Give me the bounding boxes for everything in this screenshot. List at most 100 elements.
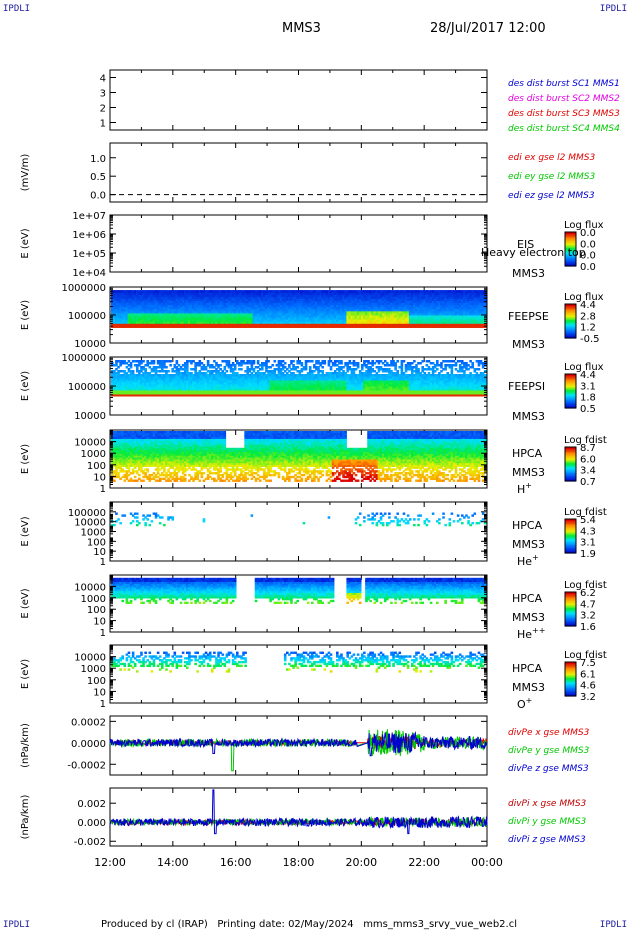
spectrogram-cell-feepse bbox=[296, 312, 299, 316]
spectrogram-cell-feepsi bbox=[171, 392, 174, 395]
spectrogram-cell-feepse bbox=[390, 321, 393, 324]
spectrogram-cell-feepse bbox=[427, 296, 431, 299]
spectrogram-cell-feepse bbox=[323, 308, 327, 312]
spectrogram-cell-feepsi bbox=[238, 376, 241, 379]
spectrogram-cell-feepse bbox=[361, 296, 364, 299]
spectrogram-cell-feepse bbox=[452, 294, 456, 297]
spectrogram-cell-feepsi bbox=[269, 376, 272, 379]
spectrogram-cell-feepsi bbox=[123, 388, 127, 391]
spectrogram-cell-feepse bbox=[196, 325, 199, 328]
spectrogram-cell-feepse bbox=[215, 300, 218, 304]
spectrogram-cell-feepsi bbox=[215, 386, 218, 389]
spectrogram-cell-feepse bbox=[448, 306, 452, 310]
spectrogram-cell-feepse bbox=[154, 312, 158, 316]
spectrogram-cell-feepsi bbox=[190, 376, 193, 379]
spectrogram-cell-feepse bbox=[298, 310, 302, 314]
spectrogram-cell-feepse bbox=[427, 325, 431, 328]
spectrogram-cell-feepse bbox=[296, 292, 299, 295]
spectrogram-cell-feepsi bbox=[154, 366, 158, 369]
spectrogram-cell-feepse bbox=[386, 308, 389, 312]
spectrogram-cell-feepse bbox=[456, 298, 460, 301]
spectrogram-cell-feepse bbox=[171, 298, 174, 301]
spectrogram-cell-feepse bbox=[258, 300, 262, 304]
spectrogram-cell-feepse bbox=[240, 323, 243, 326]
spectrogram-cell-feepse bbox=[477, 300, 481, 304]
spectrogram-cell-feepse bbox=[194, 300, 197, 304]
spectrogram-cell-feepse bbox=[469, 302, 472, 306]
spectrogram-cell-feepse bbox=[181, 325, 185, 328]
spectrogram-cell-feepsi bbox=[238, 388, 241, 391]
spectrogram-cell-feepsi bbox=[258, 380, 262, 383]
spectrogram-cell-feepsi bbox=[181, 388, 185, 391]
spectrogram-cell-feepse bbox=[231, 315, 235, 318]
spectrogram-cell-feepsi bbox=[256, 394, 260, 397]
spectrogram-cell-feepse bbox=[319, 323, 322, 326]
spectrogram-cell-feepse bbox=[123, 300, 127, 304]
spectrogram-cell-feepse bbox=[286, 321, 289, 324]
spectrogram-cell-feepse bbox=[225, 308, 229, 312]
spectrogram-cell-feepsi bbox=[204, 368, 208, 371]
spectrogram-cell-feepsi bbox=[175, 372, 179, 375]
spectrogram-cell-feepsi bbox=[252, 370, 256, 373]
spectrogram-cell-feepse bbox=[306, 300, 310, 304]
spectrogram-cell-feepsi bbox=[296, 380, 299, 383]
spectrogram-cell-feepse bbox=[425, 304, 429, 308]
spectrogram-cell-feepse bbox=[348, 306, 352, 310]
spectrogram-cell-feepsi bbox=[179, 376, 183, 379]
spectrogram-cell-feepse bbox=[392, 308, 395, 312]
spectrogram-cell-feepsi bbox=[283, 394, 287, 397]
spectrogram-cell-feepsi bbox=[213, 376, 216, 379]
spectrogram-cell-feepse bbox=[440, 298, 443, 301]
colorbar-swatch-eis bbox=[565, 250, 576, 253]
y-axis-label-eis: E (eV) bbox=[20, 228, 31, 258]
spectrogram-cell-feepse bbox=[375, 319, 379, 322]
spectrogram-cell-feepsi bbox=[133, 384, 137, 387]
spectrogram-cell-feepse bbox=[365, 308, 368, 312]
spectrogram-cell-feepse bbox=[356, 290, 360, 293]
spectrogram-cell-feepse bbox=[446, 321, 449, 324]
spectrogram-cell-feepse bbox=[256, 325, 260, 328]
spectrogram-cell-feepse bbox=[121, 323, 124, 326]
spectrogram-cell-feepse bbox=[340, 325, 343, 328]
spectrogram-cell-feepsi bbox=[136, 366, 139, 369]
spectrogram-cell-feepse bbox=[188, 325, 191, 328]
spectrogram-cell-feepse bbox=[175, 302, 179, 306]
spectrogram-cell-feepse bbox=[436, 302, 439, 306]
spectrogram-cell-feepse bbox=[321, 310, 324, 314]
spectrogram-cell-feepse bbox=[379, 325, 383, 328]
spectrogram-cell-feepse bbox=[444, 300, 447, 304]
spectrogram-cell-feepse bbox=[321, 306, 324, 310]
spectrogram-cell-feepse bbox=[392, 302, 395, 306]
spectrogram-cell-feepse bbox=[127, 304, 131, 308]
spectrogram-cell-feepse bbox=[154, 319, 158, 322]
spectrogram-cell-feepse bbox=[256, 312, 260, 316]
spectrogram-cell-feepsi bbox=[173, 382, 177, 385]
spectrogram-cell-feepse bbox=[325, 294, 329, 297]
spectrogram-cell-feepse bbox=[281, 294, 285, 297]
spectrogram-cell-feepse bbox=[442, 302, 445, 306]
spectrogram-cell-feepse bbox=[390, 310, 393, 314]
spectrogram-cell-feepsi bbox=[156, 362, 160, 365]
spectrogram-cell-feepse bbox=[329, 319, 333, 322]
spectrogram-cell-feepse bbox=[279, 292, 283, 295]
legend-entry-edi: edi ex gse l2 MMS3 bbox=[508, 153, 595, 163]
spectrogram-cell-feepsi bbox=[186, 392, 189, 395]
spectrogram-cell-feepsi bbox=[196, 388, 199, 391]
spectrogram-cell-feepse bbox=[248, 323, 252, 326]
spectrogram-cell-feepse bbox=[183, 294, 187, 297]
spectrogram-cell-feepse bbox=[265, 323, 268, 326]
spectrogram-cell-feepse bbox=[346, 315, 349, 318]
spectrogram-cell-feepse bbox=[427, 321, 431, 324]
spectrogram-cell-feepsi bbox=[117, 382, 120, 385]
spectrogram-cell-feepsi bbox=[223, 372, 227, 375]
spectrogram-cell-feepse bbox=[152, 292, 156, 295]
spectrogram-cell-feepsi bbox=[231, 388, 235, 391]
spectrogram-cell-feepse bbox=[258, 312, 262, 316]
spectrogram-cell-feepse bbox=[165, 321, 168, 324]
spectrogram-cell-feepse bbox=[429, 319, 433, 322]
spectrogram-cell-feepse bbox=[236, 323, 239, 326]
spectrogram-cell-feepsi bbox=[131, 394, 135, 397]
spectrogram-cell-feepse bbox=[290, 304, 293, 308]
spectrogram-cell-feepse bbox=[127, 323, 131, 326]
spectrogram-cell-feepsi bbox=[227, 378, 231, 381]
